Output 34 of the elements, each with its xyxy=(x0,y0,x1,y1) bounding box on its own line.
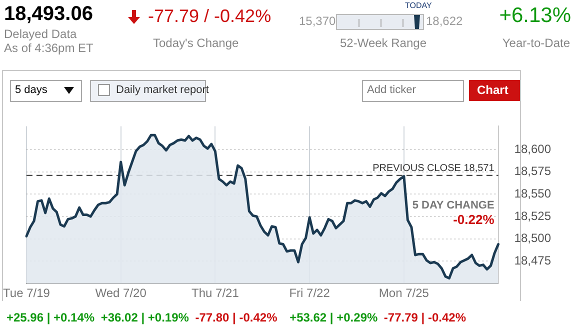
text: 52-Week Range xyxy=(340,36,426,50)
text: 18,493.06 xyxy=(4,3,93,26)
text: Daily market report xyxy=(116,84,209,96)
text: As of 4:36pm ET xyxy=(4,41,94,55)
y-tick-label: 18,475 xyxy=(514,254,552,268)
x-tick-label: Mon 7/25 xyxy=(378,286,430,300)
y-tick-label: 18,525 xyxy=(514,208,552,223)
y-tick-label: 18,550 xyxy=(514,186,552,200)
text: +53.62 | +0.29% xyxy=(290,310,378,324)
x-tick-label: Fri 7/22 xyxy=(289,286,330,300)
text: Delayed Data xyxy=(4,27,77,41)
text: Chart xyxy=(477,83,508,97)
annotation: 5 DAY CHANGE xyxy=(412,200,494,212)
text: 5 days xyxy=(15,84,48,96)
x-tick-label: Thu 7/21 xyxy=(192,286,240,300)
text: Year-to-Date xyxy=(502,36,570,50)
text: -77.79 | -0.42% xyxy=(384,310,466,324)
text: +36.02 | +0.19% xyxy=(100,310,190,324)
text: Today's Change xyxy=(153,36,239,50)
y-tick-label: 18,575 xyxy=(514,164,552,178)
x-tick-label: Wed 7/20 xyxy=(95,286,147,300)
text: 15,370 xyxy=(299,14,336,28)
x-tick-label: Tue 7/19 xyxy=(3,286,50,300)
text: -77.79 / -0.42% xyxy=(148,6,272,27)
y-tick-label: 18,500 xyxy=(514,231,552,246)
annotation: -0.22% xyxy=(453,212,495,228)
ref-line-label: PREVIOUS CLOSE 18,571 xyxy=(372,163,495,174)
text: +6.13% xyxy=(499,4,571,28)
text: TODAY xyxy=(405,1,432,10)
y-tick-label: 18,600 xyxy=(514,142,552,156)
text: Add ticker xyxy=(367,84,416,96)
text: +25.96 | +0.14% xyxy=(6,310,95,324)
text: 18,622 xyxy=(426,14,463,28)
text: -77.80 | -0.42% xyxy=(195,310,278,324)
